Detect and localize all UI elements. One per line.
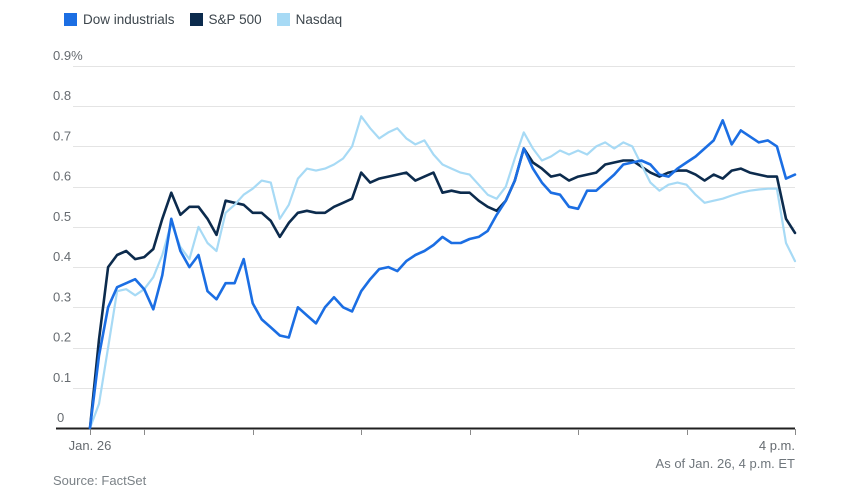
legend-swatch-dow bbox=[64, 13, 77, 26]
legend-label-sp500: S&P 500 bbox=[208, 12, 262, 27]
y-axis-label: 0.7 bbox=[53, 128, 71, 143]
y-axis-label: 0.2 bbox=[53, 330, 71, 345]
legend-item-nasdaq: Nasdaq bbox=[276, 12, 343, 27]
y-axis-label: 0.6 bbox=[53, 169, 71, 184]
legend-label-nasdaq: Nasdaq bbox=[295, 12, 343, 27]
y-axis-label: 0.8 bbox=[53, 88, 71, 103]
legend-swatch-nasdaq bbox=[276, 13, 290, 26]
y-axis-label: 0.5 bbox=[53, 209, 71, 224]
x-axis-labels-group: Jan. 26 4 p.m. bbox=[69, 438, 795, 453]
series-lines-group bbox=[88, 115, 797, 430]
y-axis-labels-group: 0.9% 0.8 0.7 0.6 0.5 0.4 0.3 0.2 0.1 0 bbox=[53, 48, 83, 425]
as-of-note: As of Jan. 26, 4 p.m. ET bbox=[655, 456, 795, 471]
x-axis-label-end: 4 p.m. bbox=[759, 438, 795, 453]
y-axis-label: 0.4 bbox=[53, 249, 71, 264]
y-axis-label: 0 bbox=[57, 410, 64, 425]
y-axis-label: 0.1 bbox=[53, 370, 71, 385]
y-axis-label: 0.3 bbox=[53, 289, 71, 304]
series-line-dow bbox=[88, 119, 797, 430]
legend-item-dow: Dow industrials bbox=[64, 13, 175, 26]
y-axis-label: 0.9% bbox=[53, 48, 83, 63]
legend-swatch-sp500 bbox=[189, 13, 203, 26]
series-line-sp500 bbox=[88, 147, 797, 430]
gridlines-group bbox=[73, 66, 795, 389]
source-note: Source: FactSet bbox=[53, 473, 147, 488]
legend-item-sp500: S&P 500 bbox=[189, 12, 262, 27]
x-axis-label-start: Jan. 26 bbox=[69, 438, 112, 453]
series-line-nasdaq bbox=[88, 115, 797, 430]
legend: Dow industrials S&P 500 Nasdaq bbox=[64, 13, 342, 26]
x-axis-group bbox=[56, 427, 796, 435]
legend-label-dow: Dow industrials bbox=[83, 12, 175, 27]
